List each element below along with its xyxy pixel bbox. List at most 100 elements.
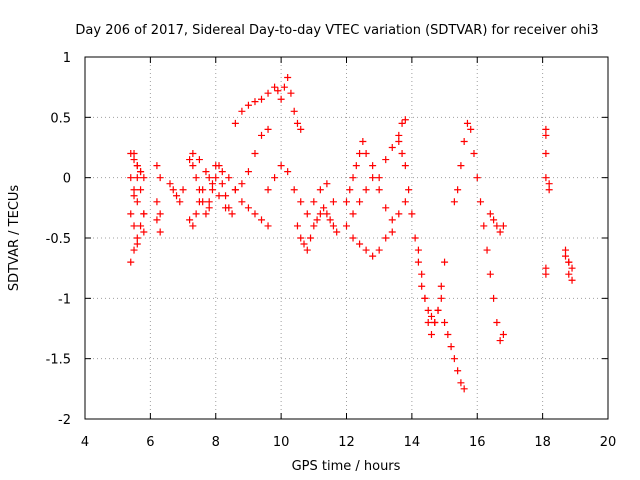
data-point [133,198,141,206]
data-point [480,222,488,230]
data-point [137,168,145,176]
data-point [231,119,239,127]
data-point [421,294,429,302]
data-point [186,156,194,164]
data-point [258,95,266,103]
data-point [297,198,305,206]
data-point [303,210,311,218]
data-point [454,367,462,375]
data-point [199,186,207,194]
plot-frame [84,56,609,420]
data-point [140,210,148,218]
data-point [477,198,485,206]
data-point [545,180,553,188]
data-point [470,150,478,158]
data-point [562,252,570,260]
data-point [127,258,135,266]
x-tick-label: 20 [600,435,617,450]
data-point [401,116,409,124]
data-point [490,216,498,224]
data-point [418,270,426,278]
data-point [349,210,357,218]
data-point [369,252,377,260]
data-point [401,162,409,170]
y-axis-label: SDTVAR / TECUs [7,185,22,292]
data-point [450,355,458,363]
data-point [329,198,337,206]
data-point [205,174,213,182]
data-point [130,246,138,254]
data-point [280,83,288,91]
data-point [205,198,213,206]
x-tick-label: 6 [146,435,154,450]
data-point [277,95,285,103]
y-tick-labels: -2 -1.5 -1 -0.5 0 0.5 1 [46,51,71,428]
data-point [290,186,298,194]
data-point [375,246,383,254]
x-tick-label: 12 [338,435,355,450]
data-point [467,125,475,133]
data-point [153,216,161,224]
data-point [333,228,341,236]
data-point [441,318,449,326]
data-point [398,150,406,158]
data-point [140,174,148,182]
data-point [545,186,553,194]
data-point [382,204,390,212]
data-point [398,119,406,127]
data-point [486,210,494,218]
data-point [130,192,138,200]
data-point [137,222,145,230]
data-point [427,331,435,339]
y-tick-label: -1 [58,292,71,307]
x-tick-label: 18 [534,435,551,450]
data-point [496,337,504,345]
data-point [352,162,360,170]
data-point [493,222,501,230]
data-point [202,168,210,176]
data-point [320,204,328,212]
data-point [463,119,471,127]
data-point [297,234,305,242]
data-point [382,234,390,242]
data-point [411,234,419,242]
x-tick-label: 8 [212,435,220,450]
data-point [542,150,550,158]
data-point [264,186,272,194]
data-point [329,222,337,230]
data-point [153,162,161,170]
x-tick-label: 14 [404,435,421,450]
data-point [287,89,295,97]
y-tick-label: -0.5 [46,232,71,247]
data-point [238,107,246,115]
data-point [293,222,301,230]
data-point [271,83,279,91]
data-point [395,137,403,145]
data-point [218,180,226,188]
data-point [208,186,216,194]
data-point [349,234,357,242]
data-points [127,74,576,393]
data-point [297,125,305,133]
data-point [140,228,148,236]
data-point [264,125,272,133]
data-point [271,174,279,182]
data-point [483,246,491,254]
data-point [418,282,426,290]
x-tick-label: 16 [469,435,486,450]
data-point [300,240,308,248]
data-point [362,186,370,194]
data-point [313,216,321,224]
data-point [264,89,272,97]
data-point [369,162,377,170]
data-point [173,192,181,200]
data-point [222,192,230,200]
data-point [176,198,184,206]
data-point [388,144,396,151]
data-point [375,174,383,182]
data-point [496,228,504,236]
data-point [408,210,416,218]
data-point [493,318,501,326]
data-point [189,150,197,158]
